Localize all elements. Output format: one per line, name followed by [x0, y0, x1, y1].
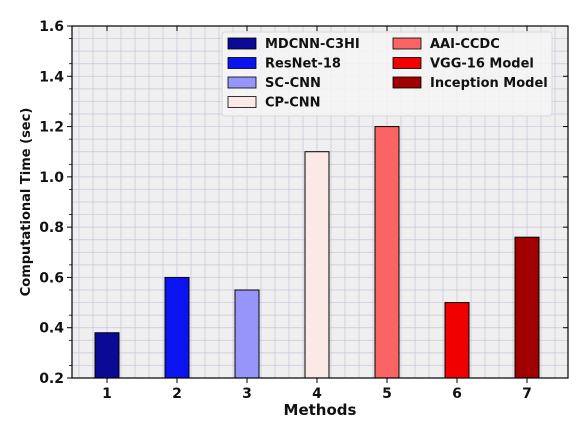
legend-label: Inception Model [430, 76, 548, 91]
x-tick-label: 2 [172, 386, 182, 402]
legend: MDCNN-C3HI ResNet-18 SC-CNN CP-CNN AAI-CCDC V… [221, 31, 553, 117]
bar-2 [164, 276, 190, 379]
x-tick-label: 3 [242, 386, 252, 402]
x-tick-label: 1 [102, 386, 112, 402]
x-tick-label: 7 [522, 386, 532, 402]
legend-swatch [392, 57, 422, 69]
legend-swatch [227, 76, 257, 89]
bar-5 [374, 126, 400, 379]
x-tick-label: 6 [452, 386, 462, 402]
legend-label: AAI-CCDC [430, 37, 500, 52]
legend-label: MDCNN-C3HI [265, 37, 360, 52]
y-tick-label: 0.6 [39, 270, 64, 286]
x-tick-label: 5 [382, 386, 392, 402]
bar-7 [514, 236, 540, 379]
y-tick-label: 0.8 [39, 220, 64, 236]
bar-6 [444, 302, 470, 379]
y-axis: 0.2 0.4 0.6 0.8 1.0 1.2 1.4 1.6 [39, 19, 568, 387]
x-axis: 1 2 3 4 5 6 7 [102, 26, 532, 402]
legend-label: VGG-16 Model [430, 57, 534, 72]
legend-swatch [227, 57, 257, 69]
x-axis-label: Methods [284, 401, 357, 419]
legend-box [221, 31, 553, 117]
y-tick-label: 1.0 [39, 170, 64, 186]
legend-label: SC-CNN [265, 76, 321, 91]
plot-frame [71, 25, 569, 379]
legend-swatch [392, 76, 422, 89]
legend-label: ResNet-18 [265, 57, 341, 72]
legend-swatch [227, 37, 257, 50]
legend-swatch [392, 37, 422, 50]
legend-label: CP-CNN [265, 96, 321, 111]
y-axis-label: Computational Time (sec) [19, 108, 34, 297]
y-tick-label: 0.4 [39, 321, 64, 337]
y-tick-label: 1.4 [39, 69, 64, 85]
bar-1 [94, 332, 120, 379]
x-tick-label: 4 [312, 386, 322, 402]
y-tick-label: 0.2 [39, 371, 64, 387]
y-tick-label: 1.6 [39, 19, 64, 35]
y-tick-label: 1.2 [39, 120, 64, 136]
bars [94, 126, 540, 379]
legend-swatch [227, 96, 257, 108]
bar-3 [234, 289, 260, 379]
bar-4 [304, 151, 330, 379]
